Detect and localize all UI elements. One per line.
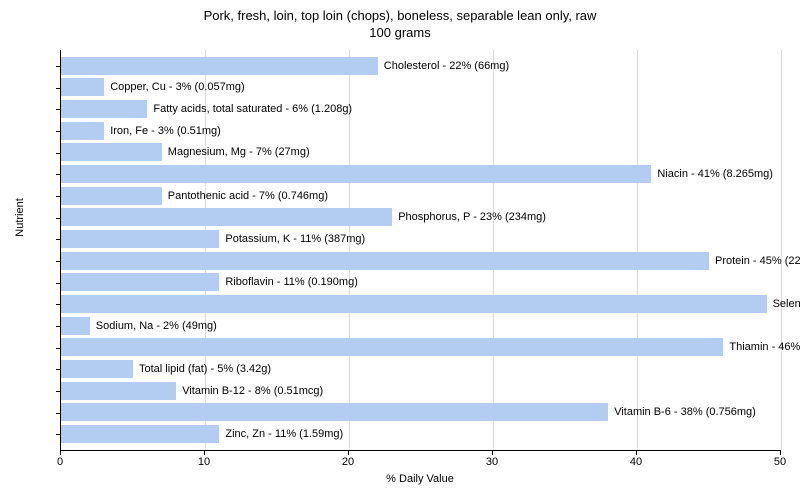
bar-row: Vitamin B-12 - 8% (0.51mcg) — [61, 382, 781, 400]
bar: Iron, Fe - 3% (0.51mg) — [61, 122, 104, 140]
bar-row: Iron, Fe - 3% (0.51mg) — [61, 122, 781, 140]
bar-row: Sodium, Na - 2% (49mg) — [61, 317, 781, 335]
chart-title: Pork, fresh, loin, top loin (chops), bon… — [0, 0, 800, 42]
bar: Riboflavin - 11% (0.190mg) — [61, 273, 219, 291]
bar-row: Magnesium, Mg - 7% (27mg) — [61, 143, 781, 161]
x-tick — [204, 450, 205, 455]
bar-label: Potassium, K - 11% (387mg) — [225, 233, 365, 245]
x-tick-label: 50 — [774, 456, 786, 468]
bar: Potassium, K - 11% (387mg) — [61, 230, 219, 248]
bar-label: Selenium, Se - 49% (34.5mcg) — [773, 298, 800, 310]
bar-label: Cholesterol - 22% (66mg) — [384, 60, 509, 72]
bar-label: Fatty acids, total saturated - 6% (1.208… — [153, 103, 352, 115]
x-axis-title: % Daily Value — [386, 473, 454, 485]
gridline — [781, 50, 782, 450]
bar-label: Zinc, Zn - 11% (1.59mg) — [225, 428, 343, 440]
bar-label: Magnesium, Mg - 7% (27mg) — [168, 146, 310, 158]
bar-label: Iron, Fe - 3% (0.51mg) — [110, 125, 221, 137]
x-axis: % Daily Value 01020304050 — [60, 450, 780, 480]
bar: Protein - 45% (22.41g) — [61, 252, 709, 270]
bar-label: Pantothenic acid - 7% (0.746mg) — [168, 190, 328, 202]
bar-row: Vitamin B-6 - 38% (0.756mg) — [61, 403, 781, 421]
x-tick — [780, 450, 781, 455]
title-line2: 100 grams — [0, 25, 800, 42]
x-tick — [348, 450, 349, 455]
bar-label: Total lipid (fat) - 5% (3.42g) — [139, 363, 271, 375]
x-tick-label: 10 — [198, 456, 210, 468]
bar: Zinc, Zn - 11% (1.59mg) — [61, 425, 219, 443]
bar-row: Niacin - 41% (8.265mg) — [61, 165, 781, 183]
x-tick-label: 0 — [57, 456, 63, 468]
bar-label: Vitamin B-6 - 38% (0.756mg) — [614, 406, 756, 418]
bar-label: Niacin - 41% (8.265mg) — [657, 168, 773, 180]
bar: Vitamin B-6 - 38% (0.756mg) — [61, 403, 608, 421]
bar: Vitamin B-12 - 8% (0.51mcg) — [61, 382, 176, 400]
bar-label: Vitamin B-12 - 8% (0.51mcg) — [182, 385, 323, 397]
x-tick-label: 40 — [630, 456, 642, 468]
bar-label: Copper, Cu - 3% (0.057mg) — [110, 81, 245, 93]
x-tick-label: 20 — [342, 456, 354, 468]
title-line1: Pork, fresh, loin, top loin (chops), bon… — [0, 8, 800, 25]
bar-row: Potassium, K - 11% (387mg) — [61, 230, 781, 248]
x-tick — [636, 450, 637, 455]
bar: Niacin - 41% (8.265mg) — [61, 165, 651, 183]
bar-label: Sodium, Na - 2% (49mg) — [96, 320, 217, 332]
bar-row: Copper, Cu - 3% (0.057mg) — [61, 78, 781, 96]
bar: Phosphorus, P - 23% (234mg) — [61, 208, 392, 226]
bars-group: Cholesterol - 22% (66mg) Copper, Cu - 3% … — [61, 55, 781, 445]
bar-label: Thiamin - 46% (0.693mg) — [729, 341, 800, 353]
bar: Selenium, Se - 49% (34.5mcg) — [61, 295, 767, 313]
bar-label: Protein - 45% (22.41g) — [715, 255, 800, 267]
plot-area: Cholesterol - 22% (66mg) Copper, Cu - 3% … — [60, 50, 781, 451]
x-tick — [60, 450, 61, 455]
bar: Copper, Cu - 3% (0.057mg) — [61, 78, 104, 96]
bar-label: Riboflavin - 11% (0.190mg) — [225, 276, 357, 288]
bar-row: Selenium, Se - 49% (34.5mcg) — [61, 295, 781, 313]
bar-row: Cholesterol - 22% (66mg) — [61, 57, 781, 75]
bar-row: Pantothenic acid - 7% (0.746mg) — [61, 187, 781, 205]
bar: Magnesium, Mg - 7% (27mg) — [61, 143, 162, 161]
bar: Fatty acids, total saturated - 6% (1.208… — [61, 100, 147, 118]
bar: Cholesterol - 22% (66mg) — [61, 57, 378, 75]
bar: Pantothenic acid - 7% (0.746mg) — [61, 187, 162, 205]
bar: Thiamin - 46% (0.693mg) — [61, 338, 723, 356]
bar-row: Phosphorus, P - 23% (234mg) — [61, 208, 781, 226]
x-tick-label: 30 — [486, 456, 498, 468]
bar-row: Zinc, Zn - 11% (1.59mg) — [61, 425, 781, 443]
y-axis-title: Nutrient — [14, 198, 26, 237]
bar-row: Fatty acids, total saturated - 6% (1.208… — [61, 100, 781, 118]
bar: Sodium, Na - 2% (49mg) — [61, 317, 90, 335]
bar: Total lipid (fat) - 5% (3.42g) — [61, 360, 133, 378]
bar-row: Thiamin - 46% (0.693mg) — [61, 338, 781, 356]
bar-label: Phosphorus, P - 23% (234mg) — [398, 211, 546, 223]
bar-row: Protein - 45% (22.41g) — [61, 252, 781, 270]
bar-row: Total lipid (fat) - 5% (3.42g) — [61, 360, 781, 378]
bar-row: Riboflavin - 11% (0.190mg) — [61, 273, 781, 291]
chart-container: Pork, fresh, loin, top loin (chops), bon… — [0, 0, 800, 500]
x-tick — [492, 450, 493, 455]
